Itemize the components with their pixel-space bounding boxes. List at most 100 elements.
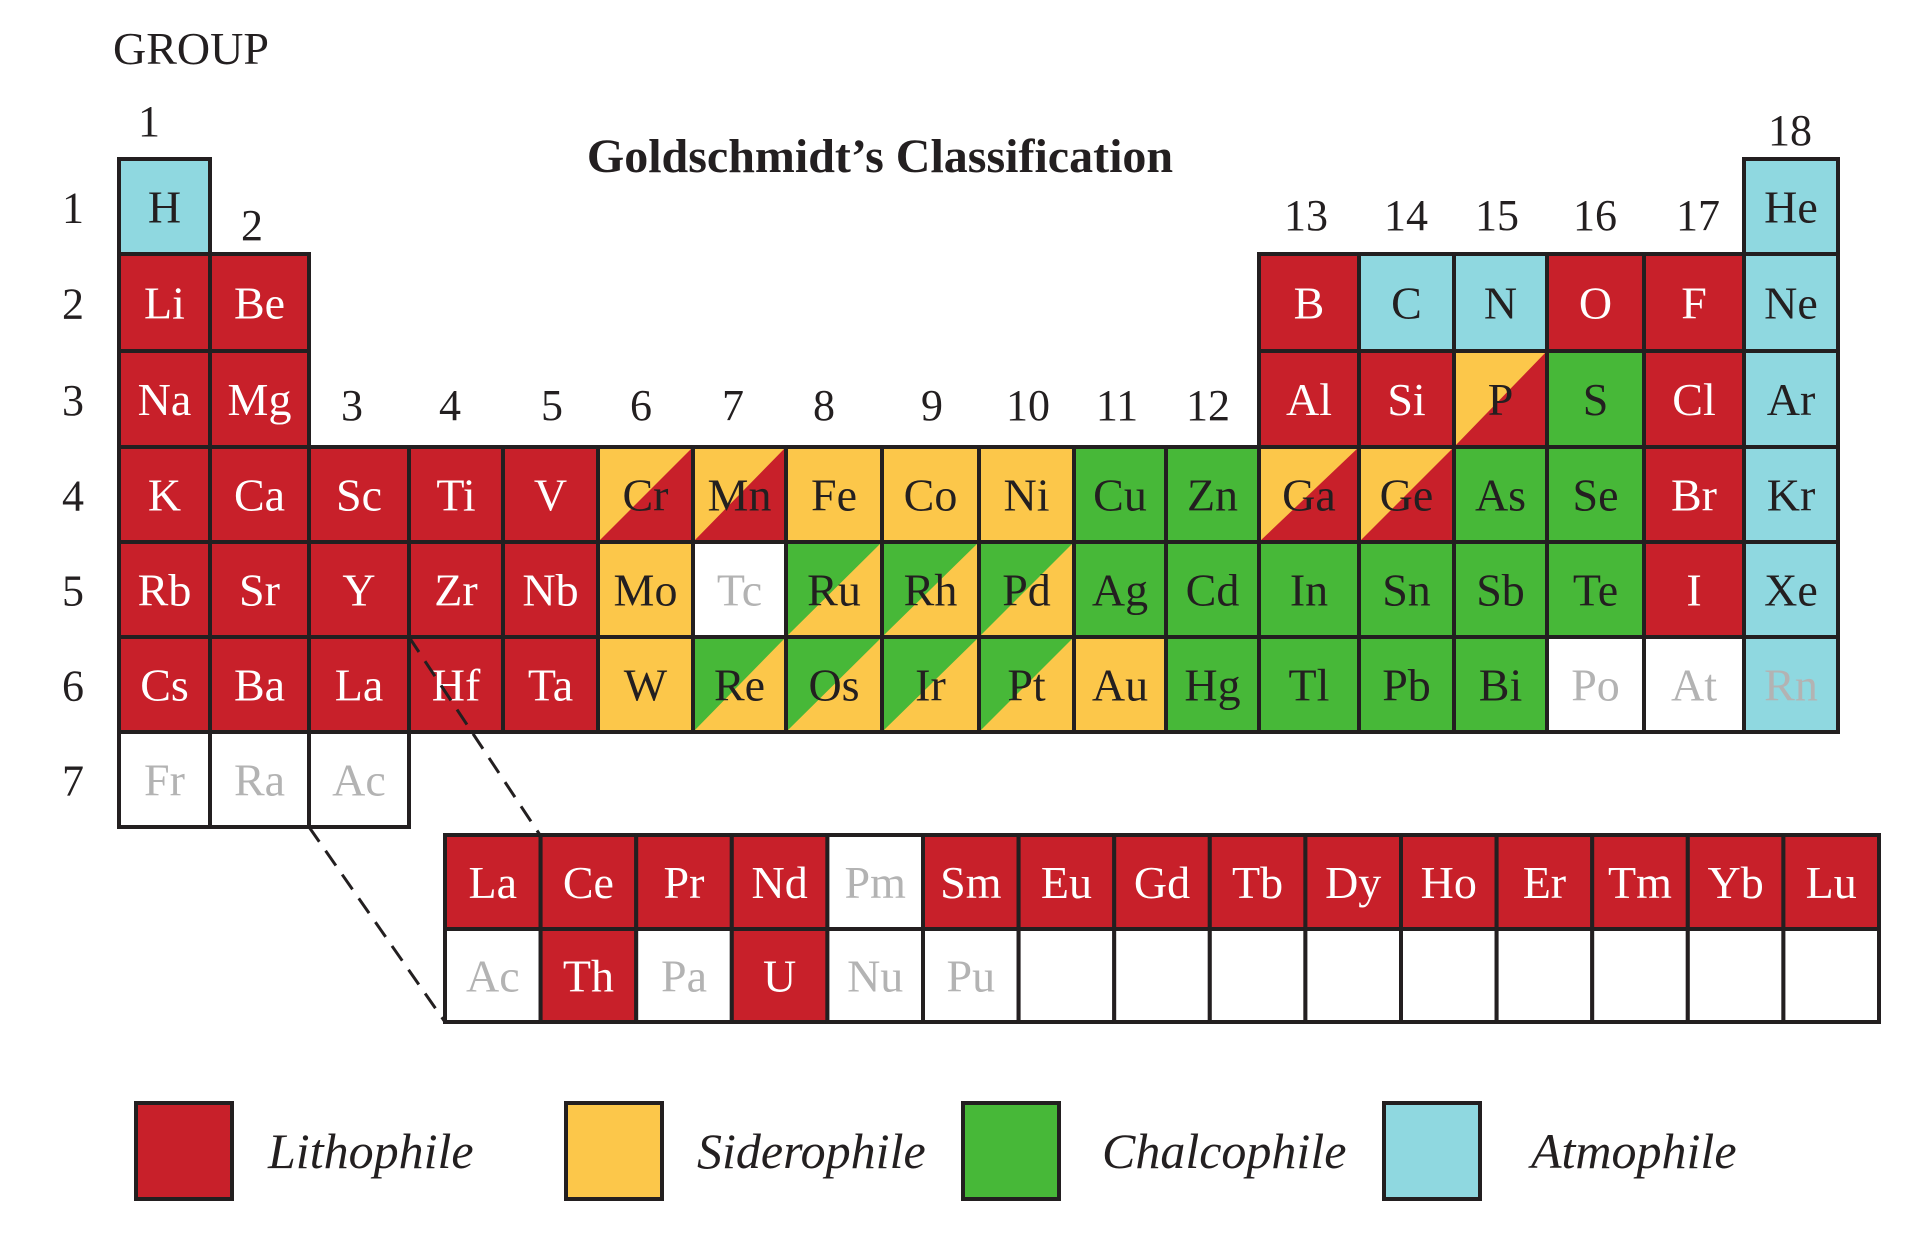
element-cell-sc-fill <box>309 447 409 542</box>
group-label-2: 2 <box>241 201 263 250</box>
group-label-18: 18 <box>1768 106 1812 155</box>
element-cell-b: B <box>1257 252 1361 353</box>
element-cell-o: O <box>1545 252 1646 353</box>
element-cell-fe-symbol: Fe <box>811 470 857 521</box>
element-cell-ca-symbol: Ca <box>234 470 285 521</box>
element-cell-cr-symbol: Cr <box>623 470 669 521</box>
lanthanide-cell-lu-symbol: Lu <box>1806 857 1857 908</box>
element-cell-o-fill <box>1547 254 1644 351</box>
element-cell-au-symbol: Au <box>1092 660 1148 711</box>
element-cell-ga: Ga <box>1257 445 1361 544</box>
element-cell-zr-symbol: Zr <box>434 565 477 616</box>
element-cell-as-symbol: As <box>1475 470 1526 521</box>
element-cell-cd: Cd <box>1164 540 1261 639</box>
element-cell-li-symbol: Li <box>144 278 185 329</box>
element-cell-ir-secondary-fill <box>882 637 979 732</box>
element-cell-sr-fill <box>210 542 309 637</box>
lanthanide-cell-pr-fill <box>636 835 732 929</box>
element-cell-na-symbol: Na <box>138 374 192 425</box>
period-label-2: 2 <box>62 280 84 329</box>
element-cell-f-symbol: F <box>1681 278 1707 329</box>
lanthanide-cell-tb-fill <box>1209 835 1306 929</box>
element-cell-po-fill <box>1547 637 1644 732</box>
group-label-14: 14 <box>1384 191 1428 240</box>
lanthanide-cell-yb-fill <box>1687 835 1784 929</box>
actinide-empty-cell-11-fill <box>1401 929 1497 1022</box>
element-cell-he: He <box>1742 157 1840 256</box>
element-cell-tl: Tl <box>1257 635 1361 734</box>
legend-lithophile-label: Lithophile <box>267 1123 474 1179</box>
actinide-cell-ac-fill <box>445 929 541 1022</box>
element-cell-te: Te <box>1545 540 1646 639</box>
group-axis-label: GROUP <box>113 23 269 74</box>
element-cell-ta-fill <box>503 637 598 732</box>
lanthanide-cell-sm-symbol: Sm <box>940 857 1002 908</box>
element-cell-re: Re <box>691 635 788 734</box>
period-label-4: 4 <box>62 472 84 521</box>
lanthanide-cell-yb-symbol: Yb <box>1707 857 1763 908</box>
period-label-6: 6 <box>62 662 84 711</box>
group-label-11: 11 <box>1096 381 1138 430</box>
element-cell-ti-symbol: Ti <box>436 470 475 521</box>
element-cell-xe-fill <box>1744 542 1838 637</box>
actinide-empty-cell-9-fill <box>1209 929 1306 1022</box>
element-cell-i: I <box>1642 540 1746 639</box>
element-cell-p-symbol: P <box>1488 374 1514 425</box>
lanthanide-cell-eu-fill <box>1018 835 1115 929</box>
element-cell-li-fill <box>119 254 210 351</box>
element-cell-fr-fill <box>119 732 210 827</box>
element-cell-bi-symbol: Bi <box>1479 660 1522 711</box>
lanthanide-cell-ho-symbol: Ho <box>1421 857 1477 908</box>
actinide-empty-cell-13 <box>1590 927 1690 1024</box>
element-cell-si-fill <box>1359 351 1454 447</box>
actinide-cell-th-fill <box>540 929 637 1022</box>
lanthanide-cell-pm: Pm <box>825 833 926 931</box>
element-cell-ga-symbol: Ga <box>1282 470 1336 521</box>
group-label-5: 5 <box>541 381 563 430</box>
element-cell-k: K <box>117 445 212 544</box>
element-cell-ra: Ra <box>208 730 311 829</box>
actinide-empty-cell-13-fill <box>1592 929 1688 1022</box>
lanthanide-cell-ho-fill <box>1401 835 1497 929</box>
actinide-cell-nu-fill <box>827 929 923 1022</box>
element-cell-rn-border <box>1742 635 1840 734</box>
element-cell-al: Al <box>1257 349 1361 449</box>
element-cell-la: La <box>307 635 411 734</box>
element-cell-as: As <box>1452 445 1549 544</box>
lanthanide-cell-ce-symbol: Ce <box>563 857 614 908</box>
lanthanide-cell-la-symbol: La <box>469 857 518 908</box>
element-cell-sb-symbol: Sb <box>1476 565 1525 616</box>
element-cell-la-fill <box>309 637 409 732</box>
element-cell-se: Se <box>1545 445 1646 544</box>
element-cell-mo-fill <box>598 542 693 637</box>
legend: Lithophile Siderophile Chalcophile Atmophil… <box>134 1101 1737 1201</box>
actinide-cell-pu-fill <box>923 929 1019 1022</box>
actinide-cell-nu-symbol: Nu <box>847 951 903 1002</box>
element-cell-tl-symbol: Tl <box>1289 660 1330 711</box>
actinide-empty-cell-11 <box>1399 927 1499 1024</box>
element-cell-w-symbol: W <box>624 660 668 711</box>
period-number-labels: 1 2 3 4 5 6 7 <box>62 184 84 806</box>
lanthanide-cell-lu: Lu <box>1781 833 1882 931</box>
element-cell-zr: Zr <box>407 540 505 639</box>
actinide-empty-cell-7-fill <box>1018 929 1115 1022</box>
group-label-17: 17 <box>1676 191 1720 240</box>
element-cell-bi: Bi <box>1452 635 1549 734</box>
lanthanide-cell-pr: Pr <box>634 833 734 931</box>
element-cell-n: N <box>1452 252 1549 353</box>
lanthanide-cell-gd-symbol: Gd <box>1134 857 1190 908</box>
element-cell-fe-fill <box>786 447 882 542</box>
lanthanide-cell-la-fill <box>445 835 541 929</box>
element-cell-po: Po <box>1545 635 1646 734</box>
lanthanide-cell-tb-symbol: Tb <box>1232 857 1283 908</box>
element-cell-si: Si <box>1357 349 1456 449</box>
element-cell-xe: Xe <box>1742 540 1840 639</box>
legend-lithophile-swatch <box>134 1101 234 1201</box>
element-cell-pb-fill <box>1359 637 1454 732</box>
element-cell-rn-fill <box>1744 637 1838 732</box>
element-cell-tl-fill <box>1259 637 1359 732</box>
element-cell-cd-fill <box>1166 542 1259 637</box>
lanthanide-cell-eu-symbol: Eu <box>1041 857 1092 908</box>
actinide-empty-cell-14 <box>1685 927 1786 1024</box>
element-cell-sr-symbol: Sr <box>239 565 280 616</box>
